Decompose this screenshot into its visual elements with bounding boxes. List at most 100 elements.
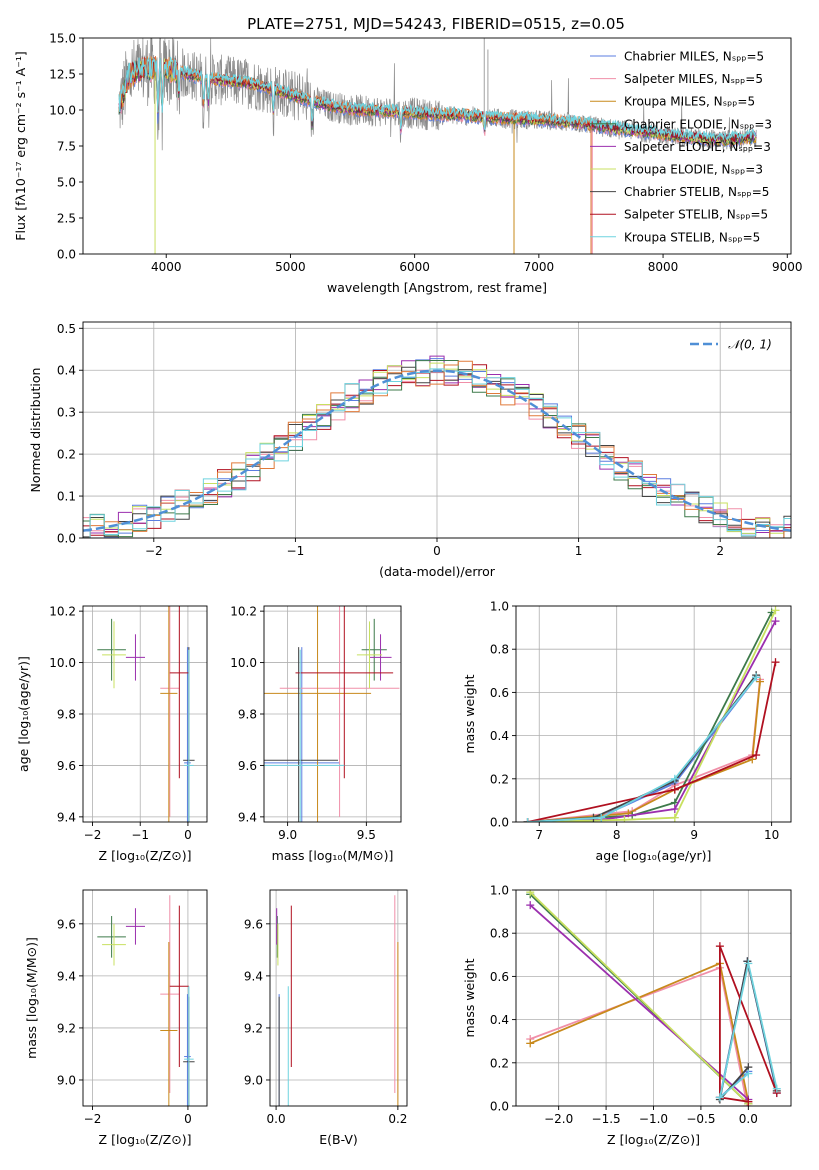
errorbar-salpeter-stelib <box>295 606 394 779</box>
mass_vs_Z-xtick-label: 0 <box>184 1112 192 1126</box>
errorbar-kroupa-stelib <box>264 649 345 822</box>
massweight_vs_age-ylabel: mass weight <box>462 674 477 753</box>
massweight_vs_Z-ylabel: mass weight <box>462 958 477 1037</box>
massweight_vs_Z-panel: −2.0 −1.5 −1.0 −0.5 0.0 0.0 0.2 0.4 0.6 0.8 1.0 Z [… <box>462 884 792 1147</box>
legend-entry: Salpeter MILES, Nₛₚₚ=5 <box>624 72 763 86</box>
age_vs_mass-xlabel: mass [log₁₀(M/M⊙)] <box>272 848 394 863</box>
massweight_vs_age-frame <box>515 605 792 823</box>
mass_vs_Z-xtick-label: −2 <box>84 1112 102 1126</box>
residuals-xtick-label: 0 <box>433 544 441 558</box>
legend-entry: Kroupa MILES, Nₛₚₚ=5 <box>624 95 755 109</box>
errorbar-salpeter-miles <box>160 895 180 1093</box>
mass_vs_ebv-xtick-label: 0.2 <box>388 1112 407 1126</box>
age_vs_mass-frame <box>263 605 402 823</box>
mass-weight-line-kroupa-stelib <box>715 959 781 1102</box>
residuals-plot-area <box>83 355 791 538</box>
massweight_vs_age-ytick-label: 1.0 <box>490 600 509 614</box>
residuals-xtick-label: −2 <box>145 544 163 558</box>
residuals-ytick-label: 0.2 <box>57 448 76 462</box>
age_vs_Z-frame <box>82 605 208 823</box>
age_vs_mass-markers <box>264 606 400 822</box>
massweight_vs_Z-ytick-label: 1.0 <box>490 884 509 898</box>
massweight_vs_age-plot-area <box>523 606 780 822</box>
massweight_vs_Z-ytick-label: 0.0 <box>490 1100 509 1114</box>
massweight_vs_Z-ytick-label: 0.6 <box>490 970 509 984</box>
mass_vs_ebv-ytick-label: 9.6 <box>244 917 263 931</box>
mass_vs_Z-panel: −2 0 9.0 9.2 9.4 9.6 Z [log₁₀(Z/Z⊙)] mass [log₁… <box>24 889 208 1147</box>
normal-curve <box>83 369 791 532</box>
age_vs_Z-markers <box>97 606 195 822</box>
errorbar-kroupa-elodie <box>356 621 383 689</box>
age_vs_Z-xtick-label: 0 <box>184 828 192 842</box>
massweight_vs_Z-xtick-label: −0.5 <box>686 1112 715 1126</box>
spectrum-ytick-label: 0.0 <box>57 248 76 262</box>
massweight_vs_Z-xlabel: Z [log₁₀(Z/Z⊙)] <box>607 1132 700 1147</box>
age_vs_mass-ytick-label: 10.2 <box>230 605 257 619</box>
legend-entry: 𝒩(0, 1) <box>728 338 772 352</box>
residuals-ytick-label: 0.0 <box>57 532 76 546</box>
mass_vs_Z-ytick-label: 9.2 <box>57 1021 76 1035</box>
massweight_vs_age-ytick-label: 0.6 <box>490 686 509 700</box>
mass_vs_ebv-ytick-label: 9.2 <box>244 1021 263 1035</box>
massweight_vs_Z-grid <box>516 889 791 1107</box>
errorbar-kroupa-elodie <box>102 621 126 689</box>
residuals-xtick-label: 1 <box>575 544 583 558</box>
spectrum-legend: Chabrier MILES, Nₛₚₚ=5 Salpeter MILES, Nₛ… <box>590 50 772 244</box>
massweight_vs_Z-ytick-label: 0.2 <box>490 1056 509 1070</box>
massweight_vs_Z-ytick-label: 0.4 <box>490 1013 509 1027</box>
mass_vs_ebv-xtick-label: 0.0 <box>267 1112 286 1126</box>
figure-title: PLATE=2751, MJD=54243, FIBERID=0515, z=0… <box>247 15 625 33</box>
errorbar-salpeter-elodie <box>125 634 145 681</box>
residuals-ytick-label: 0.4 <box>57 364 76 378</box>
errorbar-kroupa-stelib <box>184 649 194 822</box>
massweight_vs_age-xtick-label: 10 <box>764 828 779 842</box>
age_vs_Z-xlabel: Z [log₁₀(Z/Z⊙)] <box>99 848 192 863</box>
residuals-ytick-label: 0.1 <box>57 490 76 504</box>
age_vs_Z-xtick-label: −2 <box>84 828 102 842</box>
mass_vs_ebv-panel: 0.0 0.2 9.0 9.2 9.4 9.6 E(B-V) <box>244 889 408 1147</box>
massweight_vs_Z-frame <box>515 889 792 1107</box>
mass_vs_Z-ylabel: mass [log₁₀(M/M⊙)] <box>24 937 39 1059</box>
age_vs_mass-ytick-label: 9.4 <box>238 810 257 824</box>
age_vs_mass-panel: 9.0 9.5 9.4 9.6 9.8 10.0 10.2 mass [log₁₀(M/M⊙)… <box>230 605 402 863</box>
spectrum-panel: 4000 5000 6000 7000 8000 9000 0.0 2.5 5.0 7.5 10.0… <box>13 32 803 296</box>
spectrum-xlabel: wavelength [Angstrom, rest frame] <box>327 280 547 295</box>
histogram-chabrier-elodie <box>83 359 791 538</box>
age_vs_Z-panel: −2 −1 0 9.4 9.6 9.8 10.0 10.2 Z [log₁₀(Z/Z⊙)] age… <box>16 605 208 863</box>
model-line-kroupa-stelib <box>118 56 757 141</box>
errorbar-kroupa-miles <box>264 606 372 822</box>
mass_vs_ebv-ytick-label: 9.0 <box>244 1073 263 1087</box>
residuals-ytick-label: 0.3 <box>57 406 76 420</box>
massweight_vs_age-xlabel: age [log₁₀(age/yr)] <box>596 848 712 863</box>
errorbar-chabrier-miles <box>264 647 340 822</box>
massweight_vs_Z-plot-area <box>526 890 781 1106</box>
errorbar-chabrier-stelib <box>264 647 339 822</box>
massweight_vs_Z-xtick-label: 0.0 <box>739 1112 758 1126</box>
massweight_vs_age-ytick-label: 0.0 <box>490 816 509 830</box>
age_vs_Z-ytick-label: 9.8 <box>57 708 76 722</box>
errorbar-kroupa-elodie <box>102 923 126 966</box>
mass_vs_Z-plot-area <box>97 895 195 1106</box>
errorbar-chabrier-elodie <box>97 618 126 681</box>
errorbar-kroupa-miles <box>160 942 178 1106</box>
spectrum-xtick-label: 9000 <box>772 260 803 274</box>
errorbar-chabrier-miles <box>184 647 191 822</box>
spectrum-xtick-label: 7000 <box>524 260 555 274</box>
age_vs_Z-ytick-label: 10.0 <box>49 656 76 670</box>
mass_vs_Z-ytick-label: 9.4 <box>57 969 76 983</box>
residuals-ylabel: Normed distribution <box>28 368 43 493</box>
mass_vs_ebv-plot-area <box>276 895 399 1106</box>
massweight_vs_age-ytick-label: 0.2 <box>490 772 509 786</box>
mass_vs_Z-ytick-label: 9.0 <box>57 1073 76 1087</box>
spectrum-ytick-label: 10.0 <box>49 104 76 118</box>
spectrum-plot-area <box>118 38 757 254</box>
age_vs_mass-ytick-label: 9.8 <box>238 708 257 722</box>
spectrum-xtick-label: 5000 <box>275 260 306 274</box>
legend-entry: Chabrier ELODIE, Nₛₚₚ=3 <box>624 117 772 131</box>
histogram-orange <box>83 360 791 538</box>
errorbar-chabrier-elodie <box>97 916 126 958</box>
mass_vs_Z-ytick-label: 9.6 <box>57 917 76 931</box>
errorbar-chabrier-miles <box>184 994 191 1106</box>
residuals-panel: −2 −1 0 1 2 0.0 0.1 0.2 0.3 0.4 0.5 (data-model)/er… <box>28 321 792 579</box>
mass_vs_ebv-xlabel: E(B-V) <box>319 1132 358 1147</box>
